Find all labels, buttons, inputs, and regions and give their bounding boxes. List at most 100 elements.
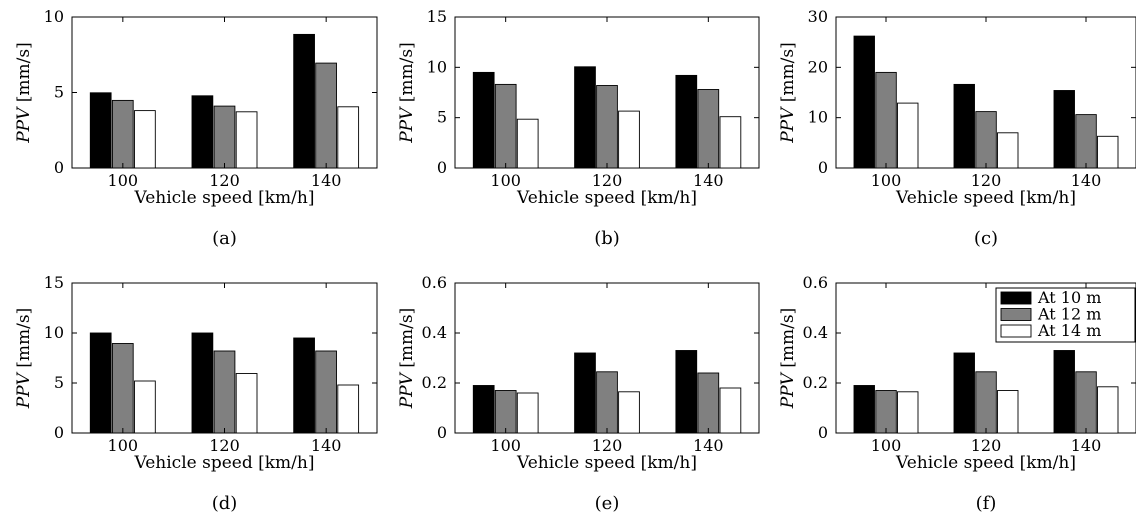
y-tick-label: 0.2 <box>803 373 828 392</box>
x-axis-label: Vehicle speed [km/h] <box>516 188 697 208</box>
bar-at_12m-140 <box>1075 371 1097 434</box>
y-tick-label: 30 <box>808 7 828 26</box>
y-axis-label: PPV [mm/s] <box>778 308 798 410</box>
panel-caption: (b) <box>594 228 620 249</box>
bar-at_10m-120 <box>574 66 596 169</box>
bar-at_14m-140 <box>1097 386 1119 434</box>
bar-at_12m-140 <box>697 89 720 169</box>
bar-at_10m-140 <box>1053 350 1075 434</box>
x-axis-label: Vehicle speed [km/h] <box>134 188 315 208</box>
bar-at_14m-120 <box>997 132 1019 169</box>
bar-at_10m-100 <box>853 385 875 434</box>
y-tick-label: 10 <box>427 57 447 76</box>
bar-at_10m-120 <box>574 352 596 434</box>
y-tick-label: 15 <box>44 273 64 292</box>
bar-at_12m-100 <box>111 343 134 434</box>
y-tick-label: 15 <box>427 7 447 26</box>
y-tick-label: 10 <box>44 7 64 26</box>
x-tick-label: 140 <box>1071 436 1102 455</box>
bar-at_10m-140 <box>675 350 698 434</box>
bar-at_10m-100 <box>89 92 112 169</box>
bar-at_12m-140 <box>697 372 720 434</box>
bar-at_14m-140 <box>719 387 742 434</box>
bar-at_14m-120 <box>997 390 1019 434</box>
x-tick-label: 120 <box>971 436 1002 455</box>
bar-at_14m-100 <box>516 392 539 434</box>
y-axis-label: PPV [mm/s] <box>397 42 417 144</box>
y-tick-label: 0.6 <box>422 273 447 292</box>
x-tick-label: 120 <box>592 171 623 190</box>
bar-at_12m-120 <box>596 371 618 434</box>
bar-at_14m-140 <box>719 116 742 169</box>
x-tick-label: 100 <box>871 171 902 190</box>
bar-at_12m-120 <box>975 371 997 434</box>
x-tick-label: 140 <box>693 171 724 190</box>
panel-caption: (c) <box>974 228 998 249</box>
bar-at_12m-100 <box>875 390 897 434</box>
bar-at_12m-120 <box>975 111 997 169</box>
bar-at_12m-100 <box>111 99 134 169</box>
y-tick-label: 5 <box>437 108 447 127</box>
bar-at_12m-140 <box>315 350 337 434</box>
bar-at_14m-100 <box>134 380 156 434</box>
y-tick-label: 5 <box>54 83 64 102</box>
y-axis-label: PPV [mm/s] <box>14 42 34 144</box>
bar-at_14m-120 <box>235 373 258 434</box>
panel-caption: (a) <box>212 228 237 249</box>
bar-at_14m-140 <box>1097 135 1119 169</box>
y-tick-label: 0 <box>818 158 828 177</box>
panel-caption: (e) <box>595 493 620 514</box>
bar-at_12m-140 <box>1075 114 1097 169</box>
bar-at_14m-120 <box>618 391 640 434</box>
legend-swatch-at_12m <box>1000 308 1032 321</box>
bar-at_14m-100 <box>134 110 156 169</box>
x-tick-label: 120 <box>592 436 623 455</box>
x-tick-label: 140 <box>693 436 724 455</box>
x-tick-label: 100 <box>108 171 139 190</box>
x-tick-label: 100 <box>871 436 902 455</box>
legend-swatch-at_10m <box>1000 291 1032 305</box>
bar-at_12m-120 <box>596 85 618 169</box>
x-axis-label: Vehicle speed [km/h] <box>895 453 1076 473</box>
legend-label-at_14m: At 14 m <box>1037 321 1101 340</box>
bar-at_14m-120 <box>235 111 258 169</box>
bar-at_14m-100 <box>897 391 919 434</box>
bar-at_14m-100 <box>516 118 539 169</box>
bar-at_12m-120 <box>213 105 236 169</box>
y-tick-label: 10 <box>808 108 828 127</box>
y-tick-label: 20 <box>808 57 828 76</box>
y-tick-label: 10 <box>44 323 64 342</box>
x-tick-label: 100 <box>108 436 139 455</box>
bar-at_10m-140 <box>675 74 698 169</box>
y-axis-label: PPV [mm/s] <box>778 42 798 144</box>
x-tick-label: 140 <box>311 171 342 190</box>
bar-at_12m-140 <box>315 62 337 169</box>
y-tick-label: 0.4 <box>422 323 447 342</box>
bar-at_10m-100 <box>472 71 495 169</box>
x-tick-label: 100 <box>490 171 521 190</box>
panel-caption: (f) <box>976 493 997 514</box>
bar-at_10m-120 <box>191 332 214 434</box>
bar-at_10m-100 <box>853 35 875 169</box>
x-tick-label: 100 <box>490 436 521 455</box>
x-tick-label: 120 <box>209 171 240 190</box>
y-axis-label: PPV [mm/s] <box>14 308 34 410</box>
y-tick-label: 0 <box>818 423 828 442</box>
x-tick-label: 120 <box>971 171 1002 190</box>
y-axis-label: PPV [mm/s] <box>397 308 417 410</box>
legend-label-at_10m: At 10 m <box>1037 288 1101 307</box>
bar-at_10m-120 <box>191 95 214 169</box>
y-tick-label: 0.4 <box>803 323 828 342</box>
bar-at_10m-120 <box>953 83 975 169</box>
x-axis-label: Vehicle speed [km/h] <box>895 188 1076 208</box>
x-tick-label: 140 <box>1071 171 1102 190</box>
legend-swatch-at_14m <box>1000 324 1032 338</box>
x-axis-label: Vehicle speed [km/h] <box>134 453 315 473</box>
y-tick-label: 0 <box>437 423 447 442</box>
x-tick-label: 140 <box>311 436 342 455</box>
